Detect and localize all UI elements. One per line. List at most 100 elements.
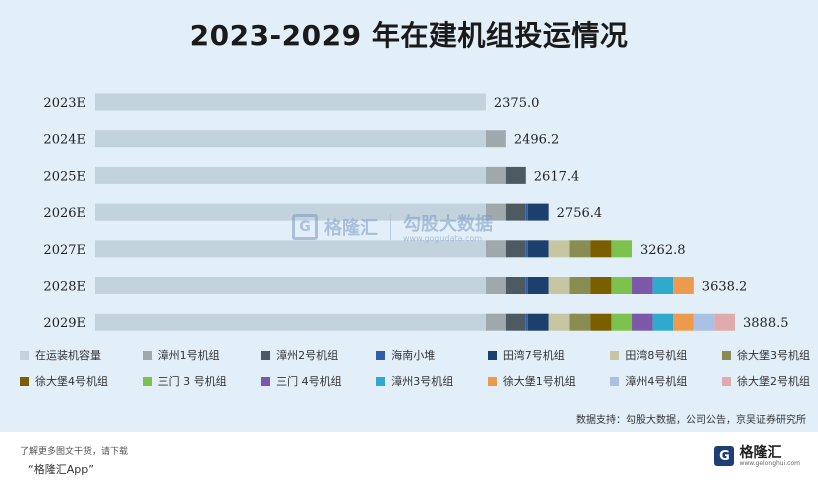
bar-segment (95, 166, 486, 184)
bar-total-label: 3888.5 (743, 316, 789, 331)
legend-label: 三门 4号机组 (276, 375, 342, 388)
y-tick-label: 2029E (43, 316, 86, 331)
watermark-partner-sub: www.gogudata.com (403, 234, 483, 243)
legend-label: 海南小堆 (391, 349, 436, 362)
bar-segment (632, 313, 653, 331)
legend-swatch (142, 376, 152, 386)
legend-item: 三门 3 号机组 (142, 373, 227, 389)
legend-swatch (20, 376, 29, 386)
legend-item: 三门 4号机组 (261, 373, 342, 389)
bar-segment (525, 203, 528, 221)
chart-plot: 2023E 2375.0 2024E 2496.2 2025E 2617.4 2026E 27… (43, 93, 789, 331)
bar-segment (569, 277, 591, 294)
legend-item: 漳州4号机组 (610, 373, 687, 389)
y-tick-label: 2028E (43, 280, 86, 295)
legend-item: 漳州3号机组 (376, 373, 453, 389)
bar-segment (527, 277, 549, 294)
bar-segment (673, 313, 694, 331)
legend-swatch (376, 376, 386, 386)
legend-swatch (487, 376, 497, 386)
bar-total-label: 2756.4 (557, 206, 603, 221)
legend-label: 漳州2号机组 (276, 349, 339, 362)
legend-swatch (721, 376, 731, 386)
y-tick-label: 2023E (43, 96, 86, 111)
bar-segment (569, 313, 591, 331)
legend-item: 徐大堡4号机组 (20, 373, 108, 389)
legend-label: 徐大堡1号机组 (502, 375, 576, 388)
brand-logo-icon: G (714, 446, 735, 467)
legend-label: 漳州1号机组 (157, 349, 220, 362)
legend-label: 徐大堡4号机组 (35, 375, 108, 388)
y-tick-label: 2025E (43, 169, 86, 184)
bar-segment (485, 313, 506, 331)
bar-segment (527, 313, 549, 331)
bar-segment (611, 277, 633, 294)
legend-swatch (487, 350, 497, 360)
y-tick-label: 2024E (43, 133, 86, 148)
legend-swatch (142, 350, 152, 360)
legend-swatch (610, 376, 620, 386)
bar-segment (527, 203, 549, 221)
bar-segment (485, 203, 506, 221)
bar-segment (632, 277, 653, 294)
watermark-divider (390, 213, 391, 240)
chart-title: 2023-2029 年在建机组投运情况 (189, 19, 629, 52)
watermark-partner: 勾股大数据 (403, 214, 493, 235)
bar-segment (590, 277, 612, 294)
legend-item: 在运装机容量 (20, 347, 108, 363)
bar-segment (505, 240, 526, 258)
bar-segment (505, 166, 526, 184)
bar-segment (652, 277, 674, 294)
chart-legend: 在运装机容量 漳州1号机组 漳州2号机组 海南小堆 田湾7号机组 田湾8号机组 徐大堡3号机… (20, 347, 810, 389)
bar-segment (548, 313, 570, 331)
bar-segment (590, 313, 612, 331)
watermark: G 格隆汇 勾股大数据 www.gogudata.com (292, 210, 493, 243)
footer-logo: G 格隆汇 www.gelonghui.com (714, 446, 800, 467)
bar-segment (527, 240, 549, 258)
bar-segment (714, 313, 735, 331)
bar-segment (505, 277, 526, 294)
legend-item: 徐大堡1号机组 (487, 373, 576, 389)
legend-label: 在运装机容量 (35, 349, 101, 362)
bar-segment (95, 277, 486, 294)
bar-segment (485, 277, 506, 294)
watermark-brand: 格隆汇 (324, 217, 378, 239)
bar-segment (611, 313, 633, 331)
bar-segment (485, 240, 506, 258)
legend-label: 三门 3 号机组 (157, 375, 227, 388)
bar-segment (525, 240, 528, 258)
bar-segment (590, 240, 612, 258)
legend-item: 田湾7号机组 (487, 347, 576, 363)
bar-segment (505, 313, 526, 331)
bar-total-label: 2617.4 (534, 169, 580, 184)
legend-item: 徐大堡3号机组 (721, 347, 810, 363)
footer-logo-text: 格隆汇 (739, 445, 782, 461)
watermark-partner-block: 勾股大数据 www.gogudata.com (403, 210, 493, 243)
legend-swatch (261, 350, 271, 360)
bar-segment (525, 313, 528, 331)
y-tick-label: 2026E (43, 206, 86, 221)
bar-segment (693, 313, 715, 331)
bar-total-label: 2496.2 (514, 133, 560, 148)
bar-segment (505, 203, 526, 221)
bar-segment (95, 240, 486, 258)
bar-segment (95, 313, 486, 331)
legend-swatch (20, 350, 29, 360)
legend-item: 徐大堡2号机组 (721, 373, 810, 389)
legend-swatch (261, 376, 271, 386)
legend-item: 田湾8号机组 (610, 347, 687, 363)
bar-segment (95, 93, 486, 111)
bar-segment (611, 240, 633, 258)
footer-app-name: “格隆汇App” (28, 463, 94, 476)
bar-segment (485, 130, 506, 148)
y-tick-label: 2027E (43, 243, 86, 258)
footer-logo-sub: www.gelonghui.com (739, 459, 800, 467)
bar-segment (95, 203, 486, 221)
bar-segment (485, 166, 506, 184)
footer-logo-text-block: 格隆汇 www.gelonghui.com (739, 446, 800, 467)
legend-swatch (610, 350, 620, 360)
legend-label: 漳州4号机组 (625, 375, 688, 388)
bar-total-label: 3262.8 (640, 243, 686, 258)
bar-segment (548, 240, 570, 258)
bar-segment (525, 277, 528, 294)
